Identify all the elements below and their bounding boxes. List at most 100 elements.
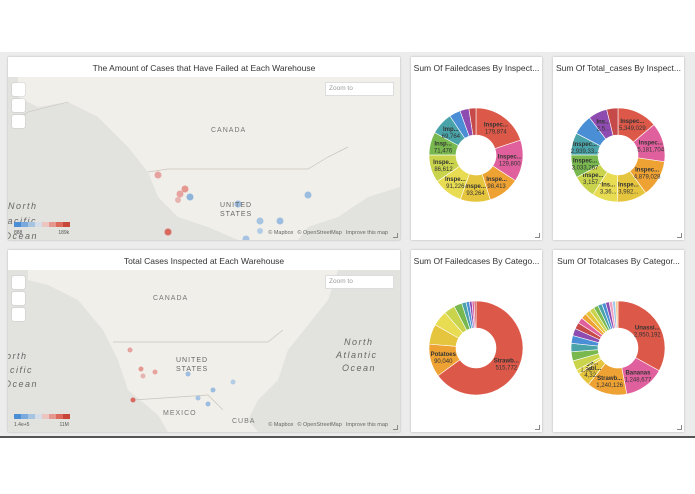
place-label: STATES — [220, 211, 252, 218]
slice-label: Inspe... — [465, 184, 486, 190]
slice-value: 3,982... — [618, 189, 638, 195]
map-control[interactable] — [12, 115, 25, 128]
slice-label: Potatoes — [431, 352, 457, 358]
place-label: CANADA — [153, 295, 188, 302]
legend-scale — [14, 414, 70, 419]
legend-max: 11M — [59, 422, 69, 428]
slice-label: Inspec... — [620, 119, 644, 125]
resize-handle[interactable] — [535, 425, 540, 430]
slice-label: Inspe... — [486, 177, 507, 183]
donut-slice — [437, 300, 524, 396]
marker — [138, 366, 144, 372]
slice-value: 4,879,028 — [634, 175, 661, 181]
donut-slice — [606, 107, 619, 136]
map-panel: The Amount of Cases that Have Failed at … — [8, 57, 400, 240]
slice-label: Unassi... — [635, 326, 660, 332]
place-label: North — [8, 201, 38, 211]
donut-slice — [615, 300, 619, 329]
slice-label: Inspe... — [618, 182, 639, 188]
place-label: UNITED — [220, 202, 252, 209]
place-label: North — [344, 337, 374, 347]
donut-panel: Sum Of Failedcases By Catego... Strawb..… — [411, 250, 542, 432]
legend-max: 189k — [58, 230, 70, 236]
donut-chart: Unassi...2,950,192 Bananas1,248,677Strawb… — [570, 300, 666, 396]
donut-slice — [617, 300, 666, 372]
slice-label: Inspec... — [573, 142, 597, 148]
attribution-link[interactable]: © Mapbox — [268, 230, 294, 236]
map-control[interactable] — [12, 276, 25, 289]
map-control[interactable] — [12, 292, 25, 305]
donut-slice — [468, 107, 477, 136]
map-markers — [154, 171, 312, 240]
land — [18, 77, 400, 240]
slice-value: 91,226 — [446, 184, 465, 190]
legend-min: 888 — [14, 230, 23, 236]
donut-slice — [473, 300, 477, 329]
resize-handle[interactable] — [393, 425, 398, 430]
place-label: North — [8, 351, 28, 361]
marker — [154, 171, 162, 179]
land — [28, 270, 338, 432]
attribution-link[interactable]: © OpenStreetMap — [297, 230, 342, 236]
slice-value: 1,248,677 — [625, 378, 652, 384]
resize-handle[interactable] — [677, 233, 682, 238]
panel-title: Sum Of Failedcases By Inspect... — [413, 63, 540, 73]
dashboard: The Amount of Cases that Have Failed at … — [0, 52, 695, 438]
legend: 1.4e+5 11M — [14, 414, 70, 428]
place-label: CUBA — [232, 418, 255, 425]
marker — [175, 197, 181, 203]
slice-label: Inspe... — [583, 173, 604, 179]
resize-handle[interactable] — [393, 233, 398, 238]
place-label: Pacific — [8, 365, 33, 375]
zoom-input[interactable]: Zoom to — [325, 82, 394, 96]
donut-panel: Sum Of Totalcases By Categor... Unassi..… — [553, 250, 684, 432]
donut-chart: Inspec...5,349,029Inspec...5,181,704Insp… — [570, 107, 666, 203]
attribution-link[interactable]: © OpenStreetMap — [297, 422, 342, 428]
marker — [257, 228, 263, 234]
slice-value: 86,612 — [434, 167, 453, 173]
place-label: Atlantic — [335, 350, 378, 360]
marker — [185, 371, 191, 377]
marker — [195, 395, 201, 401]
marker — [230, 379, 236, 385]
marker — [127, 347, 133, 353]
map-control[interactable] — [12, 83, 25, 96]
place-label: Ocean — [8, 379, 38, 389]
slice-value: 2,950,192 — [634, 333, 661, 339]
slice-label: Imp... — [443, 127, 459, 133]
slice-label: Inspe... — [433, 160, 454, 166]
map-panel: Total Cases Inspected at Each Warehouse … — [8, 250, 400, 432]
marker — [186, 193, 194, 201]
resize-handle[interactable] — [535, 233, 540, 238]
zoom-input[interactable]: Zoom to — [325, 275, 394, 289]
attribution-link[interactable]: Improve this map — [345, 230, 388, 236]
map-control[interactable] — [12, 308, 25, 321]
marker — [242, 235, 250, 240]
map-control[interactable] — [12, 99, 25, 112]
slice-value: 3,033,267 — [572, 165, 599, 171]
panel-title: Sum Of Totalcases By Categor... — [557, 256, 680, 266]
slice-value: 69,764 — [442, 134, 461, 140]
donut-panel: Sum Of Total_cases By Inspect... Inspec.… — [553, 57, 684, 240]
legend-min: 1.4e+5 — [14, 422, 30, 428]
slice-label: Inspec... — [639, 141, 663, 147]
marker — [130, 397, 136, 403]
slice-label: Strawb... — [494, 358, 519, 364]
attribution-link[interactable]: Improve this map — [345, 422, 388, 428]
panel-title: Total Cases Inspected at Each Warehouse — [123, 256, 285, 266]
border — [113, 329, 284, 343]
marker — [140, 373, 146, 379]
map: CANADA UNITED STATES North Pacific Ocean — [8, 77, 400, 240]
slice-label: Strawb... — [597, 376, 622, 382]
place-label: Ocean — [8, 231, 38, 240]
marker — [164, 228, 172, 236]
marker — [304, 191, 312, 199]
attribution: © Mapbox © OpenStreetMap Improve this map — [264, 230, 388, 236]
resize-handle[interactable] — [677, 425, 682, 430]
slice-value: 3,36... — [600, 190, 617, 196]
place-label: Pacific — [8, 216, 37, 226]
border — [147, 146, 349, 173]
attribution-link[interactable]: © Mapbox — [268, 422, 294, 428]
